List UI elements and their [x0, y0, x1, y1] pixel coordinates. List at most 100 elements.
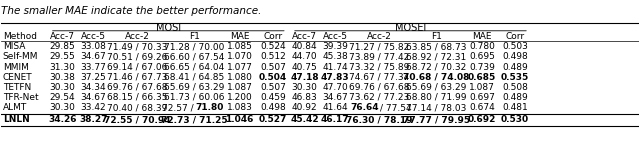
Text: 61.73 / 60.06: 61.73 / 60.06	[164, 93, 225, 102]
Text: 1.080: 1.080	[227, 73, 253, 82]
Text: 76.30 / 78.19: 76.30 / 78.19	[346, 115, 413, 124]
Text: MOSI: MOSI	[156, 23, 181, 33]
Text: 0.674: 0.674	[469, 103, 495, 112]
Text: 73.89 / 77.42: 73.89 / 77.42	[349, 53, 410, 61]
Text: 47.70: 47.70	[323, 83, 348, 92]
Text: 45.38: 45.38	[323, 53, 348, 61]
Text: 66.65 / 64.04: 66.65 / 64.04	[164, 63, 225, 72]
Text: 34.67: 34.67	[80, 93, 106, 102]
Text: / 77.54: / 77.54	[380, 103, 412, 112]
Text: 69.14 / 67.06: 69.14 / 67.06	[107, 63, 167, 72]
Text: 34.67: 34.67	[80, 53, 106, 61]
Text: Acc-5: Acc-5	[81, 32, 106, 41]
Text: 68.72 / 70.32: 68.72 / 70.32	[406, 63, 467, 72]
Text: 72.57 /: 72.57 /	[162, 103, 194, 112]
Text: 41.64: 41.64	[323, 103, 348, 112]
Text: 0.512: 0.512	[260, 53, 285, 61]
Text: 0.780: 0.780	[469, 42, 495, 51]
Text: 34.67: 34.67	[323, 93, 348, 102]
Text: 0.739: 0.739	[469, 63, 495, 72]
Text: 0.507: 0.507	[260, 83, 286, 92]
Text: 34.26: 34.26	[48, 115, 77, 124]
Text: 1.083: 1.083	[227, 103, 253, 112]
Text: 0.508: 0.508	[502, 83, 528, 92]
Text: 72.73 / 71.25: 72.73 / 71.25	[161, 115, 228, 124]
Text: 71.49 / 70.33: 71.49 / 70.33	[107, 42, 167, 51]
Text: 0.692: 0.692	[468, 115, 496, 124]
Text: 34.34: 34.34	[81, 83, 106, 92]
Text: 33.42: 33.42	[81, 103, 106, 112]
Text: 45.42: 45.42	[291, 115, 319, 124]
Text: 0.530: 0.530	[501, 115, 529, 124]
Text: 40.75: 40.75	[292, 63, 317, 72]
Text: 70.40 / 68.39: 70.40 / 68.39	[107, 103, 167, 112]
Text: 30.38: 30.38	[50, 73, 76, 82]
Text: 0.489: 0.489	[502, 93, 528, 102]
Text: 47.83: 47.83	[321, 73, 349, 82]
Text: 70.51 / 69.26: 70.51 / 69.26	[107, 53, 167, 61]
Text: 63.85 / 68.73: 63.85 / 68.73	[406, 42, 467, 51]
Text: 0.498: 0.498	[502, 53, 528, 61]
Text: 41.74: 41.74	[323, 63, 348, 72]
Text: 1.046: 1.046	[225, 115, 254, 124]
Text: F1: F1	[431, 32, 442, 41]
Text: 0.527: 0.527	[259, 115, 287, 124]
Text: 68.92 / 72.31: 68.92 / 72.31	[406, 53, 467, 61]
Text: 77.14 / 78.03: 77.14 / 78.03	[406, 103, 467, 112]
Text: The smaller MAE indicate the better performance.: The smaller MAE indicate the better perf…	[1, 6, 262, 16]
Text: MAE: MAE	[230, 32, 250, 41]
Text: 68.15 / 66.35: 68.15 / 66.35	[107, 93, 168, 102]
Text: 0.503: 0.503	[502, 42, 528, 51]
Text: 1.077: 1.077	[227, 63, 253, 72]
Text: 0.459: 0.459	[260, 93, 285, 102]
Text: 30.30: 30.30	[292, 83, 317, 92]
Text: 0.489: 0.489	[502, 63, 528, 72]
Text: 0.498: 0.498	[260, 103, 285, 112]
Text: 76.64: 76.64	[350, 103, 379, 112]
Text: 65.69 / 63.29: 65.69 / 63.29	[406, 83, 467, 92]
Text: 1.070: 1.070	[227, 53, 253, 61]
Text: MAE: MAE	[472, 32, 492, 41]
Text: 31.30: 31.30	[50, 63, 76, 72]
Text: 69.76 / 67.68: 69.76 / 67.68	[349, 83, 410, 92]
Text: 29.85: 29.85	[50, 42, 76, 51]
Text: Method: Method	[3, 32, 36, 41]
Text: 1.087: 1.087	[469, 83, 495, 92]
Text: Acc-7: Acc-7	[292, 32, 317, 41]
Text: 46.83: 46.83	[292, 93, 317, 102]
Text: LNLN: LNLN	[3, 115, 29, 124]
Text: Acc-5: Acc-5	[323, 32, 348, 41]
Text: 65.69 / 63.29: 65.69 / 63.29	[164, 83, 225, 92]
Text: Corr: Corr	[263, 32, 282, 41]
Text: 71.46 / 67.73: 71.46 / 67.73	[107, 73, 167, 82]
Text: 39.39: 39.39	[323, 42, 348, 51]
Text: 69.76 / 67.68: 69.76 / 67.68	[107, 83, 168, 92]
Text: 0.504: 0.504	[259, 73, 287, 82]
Text: 33.77: 33.77	[80, 63, 106, 72]
Text: 1.087: 1.087	[227, 83, 253, 92]
Text: 0.695: 0.695	[469, 53, 495, 61]
Text: 68.41 / 64.85: 68.41 / 64.85	[164, 73, 225, 82]
Text: 30.30: 30.30	[50, 103, 76, 112]
Text: Acc-2: Acc-2	[125, 32, 150, 41]
Text: 0.685: 0.685	[468, 73, 496, 82]
Text: 77.77 / 79.95: 77.77 / 79.95	[403, 115, 470, 124]
Text: 1.085: 1.085	[227, 42, 253, 51]
Text: 73.32 / 75.89: 73.32 / 75.89	[349, 63, 410, 72]
Text: Self-MM: Self-MM	[3, 53, 38, 61]
Text: 70.68 / 74.08: 70.68 / 74.08	[403, 73, 470, 82]
Text: 71.27 / 75.82: 71.27 / 75.82	[349, 42, 410, 51]
Text: MISA: MISA	[3, 42, 25, 51]
Text: TFR-Net: TFR-Net	[3, 93, 38, 102]
Text: 46.17: 46.17	[321, 115, 349, 124]
Text: 0.535: 0.535	[501, 73, 529, 82]
Text: 0.507: 0.507	[260, 63, 286, 72]
Text: MMIM: MMIM	[3, 63, 29, 72]
Text: 74.67 / 77.34: 74.67 / 77.34	[349, 73, 410, 82]
Text: 33.08: 33.08	[80, 42, 106, 51]
Text: Acc-7: Acc-7	[50, 32, 75, 41]
Text: 68.80 / 71.99: 68.80 / 71.99	[406, 93, 467, 102]
Text: 71.28 / 70.00: 71.28 / 70.00	[164, 42, 225, 51]
Text: TETFN: TETFN	[3, 83, 31, 92]
Text: ALMT: ALMT	[3, 103, 27, 112]
